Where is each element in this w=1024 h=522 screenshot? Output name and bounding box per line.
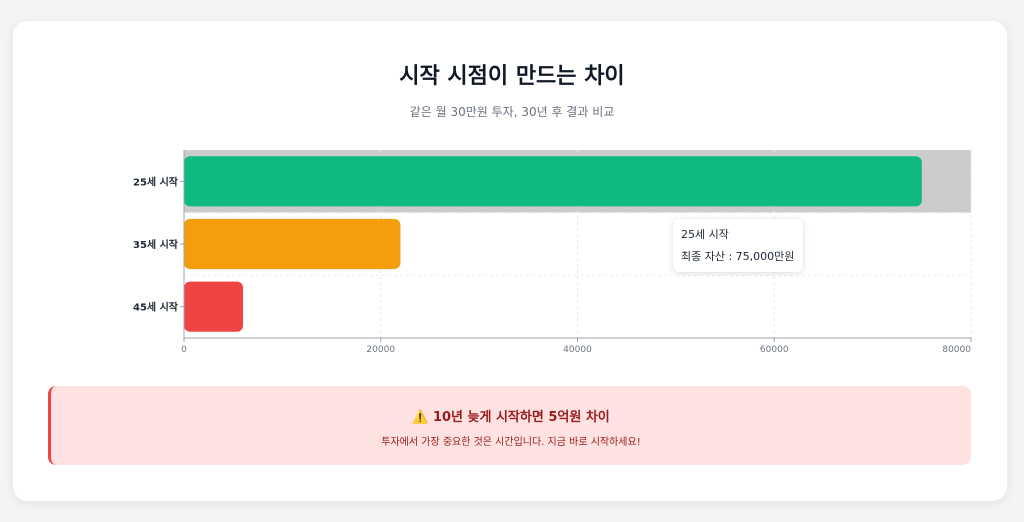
x-tick-label: 80000 bbox=[942, 345, 971, 355]
bar-chart[interactable]: 25세 시작 35세 시작 45세 시작 0 20000 40000 60000 80000 bbox=[0, 140, 1024, 360]
page-subtitle: 같은 월 30만원 투자, 30년 후 결과 비교 bbox=[409, 105, 615, 119]
bar-3 bbox=[184, 281, 244, 332]
tooltip-value: 최종 자산 : 75,000만원 bbox=[681, 250, 795, 263]
alert-text: 투자에서 가장 중요한 것은 시간입니다. 지금 바로 시작하세요! bbox=[381, 437, 641, 448]
y-tick-label: 45세 시작 bbox=[133, 301, 179, 314]
page-title: 시작 시점이 만드는 차이 bbox=[399, 64, 625, 89]
x-tick-label: 40000 bbox=[563, 345, 592, 355]
warning-alert: ⚠️ 10년 늦게 시작하면 5억원 차이 투자에서 가장 중요한 것은 시간입… bbox=[48, 386, 971, 465]
x-tick-label: 60000 bbox=[760, 345, 789, 355]
tooltip-title: 25세 시작 bbox=[681, 228, 729, 241]
y-tick-label: 25세 시작 bbox=[133, 175, 179, 188]
y-tick-label: 35세 시작 bbox=[133, 238, 179, 251]
chart-tooltip: 25세 시작 최종 자산 : 75,000만원 bbox=[673, 219, 803, 272]
alert-title: ⚠️ 10년 늦게 시작하면 5억원 차이 bbox=[412, 410, 610, 425]
bar-2 bbox=[184, 218, 401, 270]
x-tick-label: 20000 bbox=[366, 345, 395, 355]
bar-1 bbox=[184, 156, 922, 207]
x-tick-label: 0 bbox=[181, 345, 187, 355]
